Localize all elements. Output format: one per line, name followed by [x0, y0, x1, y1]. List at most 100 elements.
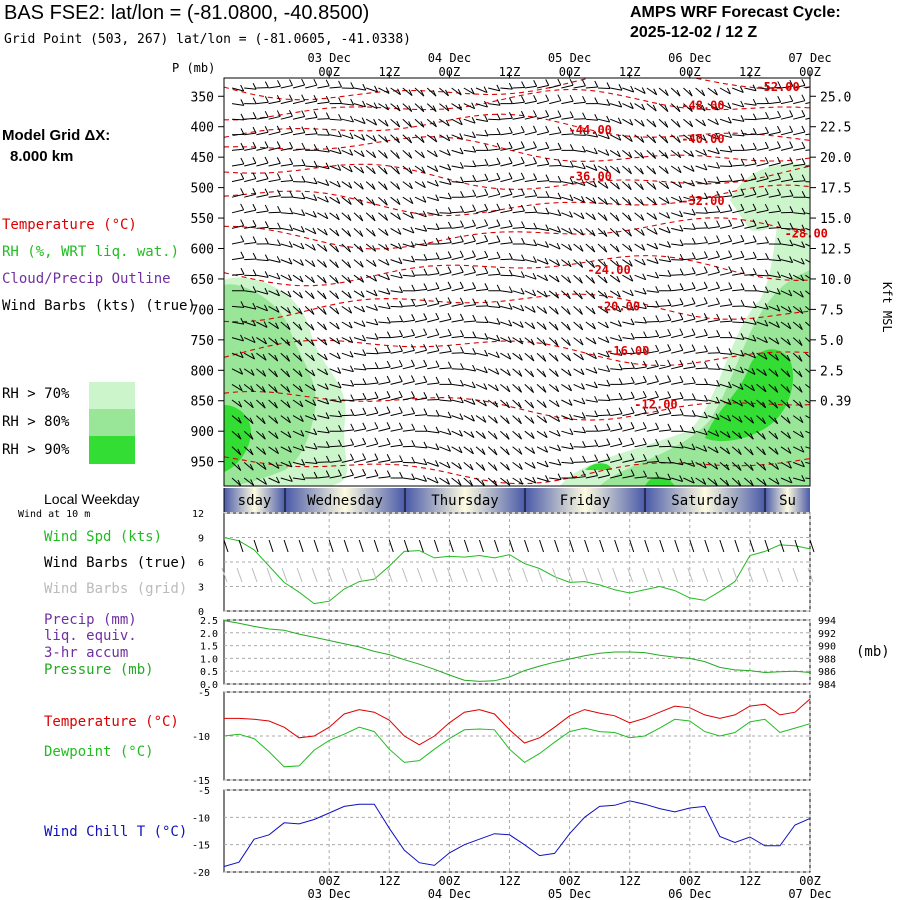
wind-barb-flag [460, 205, 465, 213]
wind-barb [768, 477, 780, 485]
wind-barb-flag [789, 110, 794, 117]
wind-barb [622, 134, 633, 142]
wind-barb-flag [435, 194, 440, 201]
wind-barb-staff [793, 84, 806, 89]
wind-barb-staff [609, 274, 621, 283]
surface-wind-barb [476, 539, 484, 583]
wind-barb [695, 361, 709, 370]
wind-barb-flag [728, 266, 733, 273]
wind-barb [463, 314, 477, 323]
wind-barb-flag [460, 346, 465, 353]
wind-barb-flag [240, 235, 245, 242]
wind-barb-flag [399, 300, 404, 308]
wind-barb-flag [738, 432, 743, 439]
wind-barb [353, 334, 366, 342]
wind-barb-flag [703, 411, 708, 419]
wind-barb [622, 437, 635, 448]
wind-barb-flag [642, 287, 647, 295]
wind-barb [658, 440, 672, 448]
wind-barb-flag [704, 207, 709, 214]
wind-barb [646, 134, 657, 144]
wind-barb-staff [231, 118, 245, 121]
upper-wind-barbs [231, 78, 814, 486]
wind-barb [366, 362, 379, 370]
precip-tick-label: 1.0 [200, 654, 218, 665]
wind-barb [646, 118, 657, 128]
wind-barb-staff [256, 210, 269, 214]
wind-barb-flag [521, 254, 525, 261]
wind-barb-flag [496, 99, 501, 106]
wind-barb-flag [519, 337, 524, 345]
wind-barb-flag [411, 328, 416, 336]
wind-barb-flag [655, 300, 660, 308]
wind-barb [719, 250, 733, 261]
wind-barb-flag [410, 241, 415, 248]
wind-barb-flag [484, 158, 489, 166]
wind-barb [304, 399, 317, 407]
wind-barb [719, 282, 733, 292]
wind-barb [231, 251, 245, 261]
wind-barb-staff [500, 209, 513, 214]
wind-barb-flag [338, 97, 343, 104]
wind-barb-flag [249, 448, 254, 456]
wind-barb [536, 79, 550, 89]
wind-barb-flag [605, 149, 610, 156]
wind-barb-staff [427, 382, 440, 385]
wind-barb-staff [719, 415, 731, 422]
wind-barb-staff [231, 368, 243, 375]
wind-barb [573, 383, 585, 390]
wind-barb-flag [557, 458, 562, 466]
wind-barb [304, 227, 317, 235]
wind-barb-staff [402, 87, 413, 96]
wind-barb [585, 243, 596, 253]
wind-barb [414, 253, 428, 261]
wind-barb-flag [679, 313, 684, 320]
wind-barb [317, 368, 329, 376]
wind-barb [488, 334, 501, 342]
wind-barb-flag [728, 174, 733, 182]
wind-barb-flag [752, 351, 756, 359]
wind-barb [341, 82, 355, 89]
wind-barb-staff [585, 337, 597, 345]
wind-barb-flag [496, 172, 501, 180]
wind-barb [585, 352, 597, 360]
wind-barb-staff [451, 118, 463, 126]
wind-barb-flag [616, 290, 621, 298]
wind-barb-staff [671, 274, 684, 276]
wind-barb-flag [801, 94, 806, 101]
wind-barb-staff [475, 240, 488, 245]
wind-barb-staff [280, 415, 291, 424]
wind-barb-staff [707, 477, 718, 486]
wind-barb-flag [592, 197, 597, 204]
wind-barb-flag [447, 266, 452, 273]
wind-barb [451, 446, 463, 454]
wind-barb-staff [744, 163, 757, 167]
wind-barb [280, 241, 293, 248]
wind-barb-staff [573, 461, 586, 463]
wind-barb [463, 102, 476, 110]
wind-barb-staff [378, 427, 391, 432]
wind-barb [366, 333, 379, 340]
wind-barb-staff [329, 445, 342, 448]
wind-barb [439, 445, 451, 452]
wind-barb-flag [691, 328, 696, 335]
wind-barb-flag [752, 98, 757, 106]
wind-barb-staff [561, 337, 571, 346]
wind-barb [731, 430, 743, 440]
wind-barb-staff [707, 287, 720, 292]
wind-barb-staff [427, 287, 440, 292]
wind-barb-flag [286, 339, 291, 346]
wind-barb [805, 227, 810, 231]
wind-barb [329, 321, 340, 330]
wind-barb-flag [606, 423, 611, 430]
pressure-tick-label: 750 [191, 334, 214, 349]
wind-barb [329, 196, 341, 204]
wind-barb-staff [634, 366, 647, 370]
wind-barb [427, 328, 440, 339]
wind-barb-staff [597, 444, 610, 448]
wind-barb [292, 192, 306, 200]
wind-barb-flag [275, 462, 280, 469]
wind-barb-flag [811, 340, 814, 346]
wind-barb-staff [280, 446, 292, 453]
wind-barb-flag [398, 406, 403, 414]
